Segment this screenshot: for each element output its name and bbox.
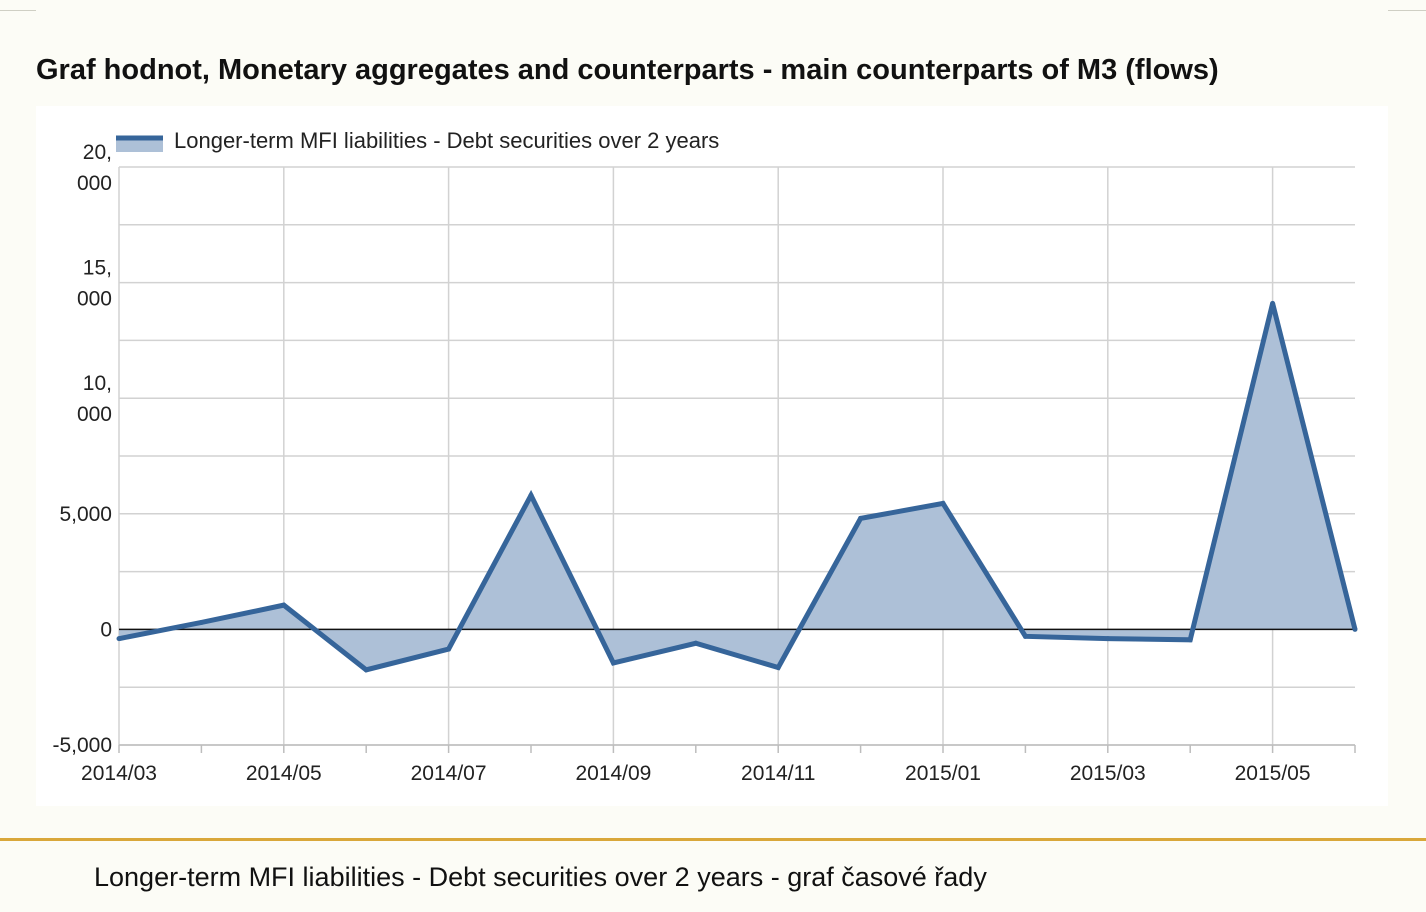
data-point bbox=[1022, 633, 1028, 639]
data-point bbox=[281, 602, 287, 608]
y-tick-label: 0 bbox=[100, 618, 112, 641]
time-series-chart: 20, 000 15, 000 10, 000 5,000 0 -5,000 2014/03 201… bbox=[52, 128, 1358, 785]
y-tick-label: 20, 000 bbox=[77, 141, 112, 195]
series-line bbox=[118, 302, 1358, 673]
legend-label: Longer-term MFI liabilities - Debt secur… bbox=[174, 128, 719, 153]
x-tick-label: 2014/03 bbox=[81, 762, 157, 785]
y-tick-label: 15, 000 bbox=[77, 257, 112, 311]
top-rule-left bbox=[0, 10, 36, 11]
page-title: Graf hodnot, Monetary aggregates and cou… bbox=[36, 54, 1219, 86]
top-rule-right bbox=[1388, 10, 1426, 11]
data-point bbox=[1270, 300, 1276, 306]
chart-caption: Longer-term MFI liabilities - Debt secur… bbox=[94, 862, 987, 892]
x-tick-label: 2014/09 bbox=[575, 762, 651, 785]
x-tick-label: 2015/05 bbox=[1235, 762, 1311, 785]
data-point bbox=[858, 515, 864, 521]
data-point bbox=[775, 665, 781, 671]
y-tick-label: 5,000 bbox=[59, 503, 112, 526]
data-point bbox=[198, 619, 204, 625]
x-tick-label: 2014/11 bbox=[741, 762, 815, 785]
data-point bbox=[610, 660, 616, 666]
y-tick-label: -5,000 bbox=[52, 734, 112, 757]
footer-rule bbox=[0, 838, 1426, 841]
chart-panel: 20, 000 15, 000 10, 000 5,000 0 -5,000 2014/03 201… bbox=[36, 106, 1388, 806]
y-tick-label: 10, 000 bbox=[77, 372, 112, 426]
x-tick-label: 2014/05 bbox=[246, 762, 322, 785]
data-point bbox=[363, 667, 369, 673]
data-point bbox=[446, 646, 452, 652]
x-tick-label: 2015/03 bbox=[1070, 762, 1146, 785]
series-area-fill bbox=[119, 303, 1355, 670]
data-point bbox=[940, 500, 946, 506]
data-point bbox=[693, 640, 699, 646]
legend-swatch-fill bbox=[116, 138, 163, 152]
x-tick-label: 2014/07 bbox=[411, 762, 487, 785]
data-point bbox=[1105, 636, 1111, 642]
data-point bbox=[528, 492, 534, 498]
data-point bbox=[1352, 626, 1358, 632]
data-point bbox=[1187, 637, 1193, 643]
x-tick-label: 2015/01 bbox=[905, 762, 981, 785]
data-point bbox=[116, 636, 122, 642]
